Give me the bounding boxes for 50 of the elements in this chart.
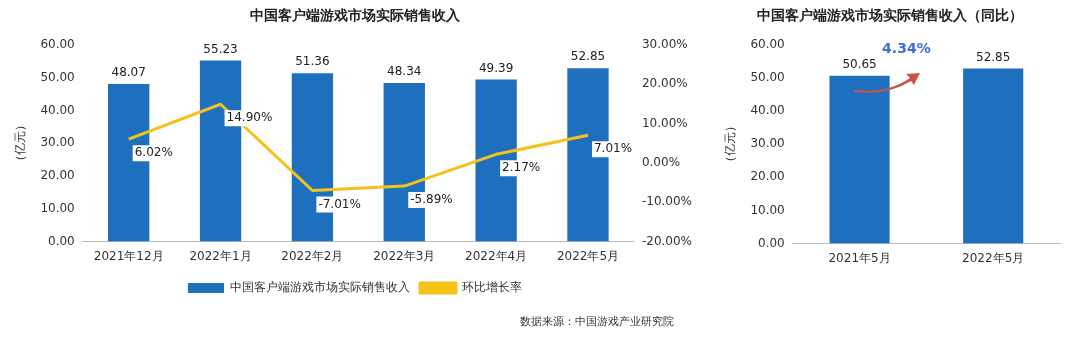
data-label: -5.89% bbox=[410, 192, 453, 207]
data-label: 51.36 bbox=[295, 54, 330, 69]
x-tick-label: 2022年5月 bbox=[962, 250, 1025, 265]
y-tick-label: 50.00 bbox=[750, 70, 785, 85]
y-tick-label: 0.00 bbox=[758, 235, 785, 250]
x-tick-label: 2021年12月 bbox=[93, 248, 164, 263]
y-tick-label: 60.00 bbox=[750, 36, 785, 51]
y-tick-label: 0.00 bbox=[48, 233, 75, 248]
y-tick-label: 10.00 bbox=[40, 200, 75, 215]
data-label: 2.17% bbox=[502, 160, 541, 175]
y2-tick-label: -20.00% bbox=[641, 233, 693, 248]
x-tick-label: 2021年5月 bbox=[828, 250, 891, 265]
y-tick-label: 40.00 bbox=[40, 102, 75, 117]
data-label: 52.85 bbox=[570, 49, 606, 64]
data-label: 48.34 bbox=[387, 64, 422, 79]
x-tick-label: 2022年1月 bbox=[189, 248, 252, 263]
x-tick-label: 2022年5月 bbox=[556, 248, 620, 263]
source-note: 数据来源：中国游戏产业研究院 bbox=[520, 315, 674, 328]
legend-label: 环比增长率 bbox=[462, 280, 522, 295]
data-label: 6.02% bbox=[134, 145, 173, 160]
data-label: 7.01% bbox=[593, 141, 633, 156]
legend-label: 中国客户端游戏市场实际销售收入 bbox=[230, 280, 410, 295]
y2-tick-label: 10.00% bbox=[641, 115, 688, 130]
y-tick-label: 50.00 bbox=[40, 69, 75, 84]
y2-tick-label: -10.00% bbox=[641, 194, 693, 209]
data-label: 52.85 bbox=[976, 49, 1011, 64]
data-label: 48.07 bbox=[111, 65, 146, 80]
data-label: 50.65 bbox=[842, 56, 877, 71]
data-label: 49.39 bbox=[478, 60, 514, 75]
y2-tick-label: 30.00% bbox=[641, 36, 688, 51]
y-tick-label: 60.00 bbox=[40, 36, 75, 51]
y-tick-label: 20.00 bbox=[40, 168, 75, 183]
chart-title: 中国客户端游戏市场实际销售收入 bbox=[250, 7, 461, 24]
y-tick-label: 40.00 bbox=[750, 103, 785, 118]
x-tick-label: 2022年2月 bbox=[281, 248, 344, 263]
x-tick-label: 2022年4月 bbox=[465, 248, 528, 263]
y2-tick-label: 0.00% bbox=[641, 155, 681, 170]
data-label: 14.90% bbox=[226, 110, 273, 125]
annotation: 4.34% bbox=[882, 40, 931, 57]
data-label: 55.23 bbox=[203, 41, 238, 56]
y2-tick-label: 20.00% bbox=[641, 76, 688, 91]
chart-title: 中国客户端游戏市场实际销售收入（同比） bbox=[757, 7, 1023, 24]
y-tick-label: 30.00 bbox=[750, 136, 785, 151]
y-tick-label: 10.00 bbox=[750, 202, 785, 217]
x-tick-label: 2022年3月 bbox=[373, 248, 436, 263]
y-axis-title: （亿元） bbox=[13, 119, 28, 168]
y-tick-label: 30.00 bbox=[40, 135, 75, 150]
data-label: -7.01% bbox=[318, 196, 361, 211]
y-tick-label: 20.00 bbox=[750, 169, 785, 184]
y-axis-title: （亿元） bbox=[723, 120, 738, 169]
